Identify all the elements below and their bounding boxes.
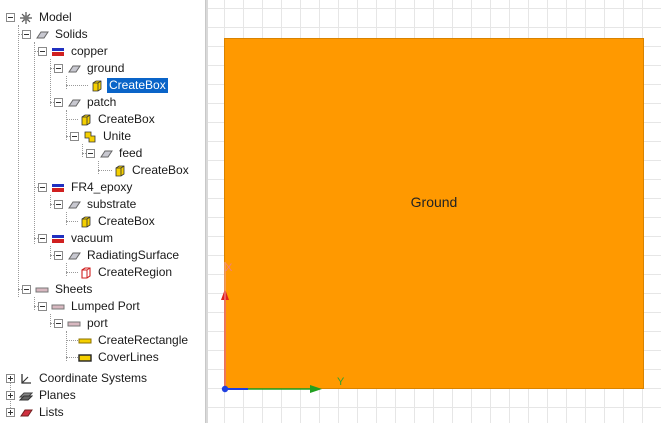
collapse-toggle[interactable] [86, 149, 95, 158]
tree-node-fr4-epoxy[interactable]: FR4_epoxy [38, 179, 134, 196]
expand-toggle[interactable] [6, 408, 15, 417]
tree-node-unite[interactable]: Unite [70, 128, 133, 145]
collapse-toggle[interactable] [54, 98, 63, 107]
coordinate-system-icon [19, 372, 33, 386]
tree-node-patch-createbox[interactable]: CreateBox [78, 111, 157, 128]
tree-node-create-rectangle[interactable]: CreateRectangle [78, 332, 190, 349]
coordinate-axes [221, 262, 322, 393]
sheet-icon [51, 300, 65, 314]
planes-icon [19, 389, 33, 403]
tree-node-planes[interactable]: Planes [6, 387, 78, 404]
solid-object-icon [67, 62, 81, 76]
solid-group-icon [35, 28, 49, 42]
tree-node-feed[interactable]: feed [86, 145, 144, 162]
solid-object-icon [99, 147, 113, 161]
tree-node-model[interactable]: Model [6, 9, 74, 26]
project-tree: Model Solids copper ground CreateBox [0, 0, 204, 423]
solid-object-icon [67, 96, 81, 110]
ground-label: Ground [410, 194, 458, 210]
tree-node-ground-createbox[interactable]: CreateBox [89, 77, 168, 94]
collapse-toggle[interactable] [38, 183, 47, 192]
tree-label: RadiatingSurface [87, 248, 180, 262]
tree-node-coordinate-systems[interactable]: Coordinate Systems [6, 370, 149, 387]
cover-lines-icon [78, 351, 92, 365]
splitter[interactable] [205, 0, 208, 423]
tree-label: copper [71, 44, 108, 58]
tree-label: Model [39, 10, 72, 24]
expand-toggle[interactable] [6, 374, 15, 383]
tree-label: substrate [87, 197, 137, 211]
sheet-icon [35, 283, 49, 297]
tree-node-cover-lines[interactable]: CoverLines [78, 349, 161, 366]
tree-label: CreateBox [107, 78, 168, 93]
tree-node-lists[interactable]: Lists [6, 404, 66, 421]
collapse-toggle[interactable] [54, 251, 63, 260]
tree-label: patch [87, 95, 117, 109]
tree-node-ground[interactable]: ground [54, 60, 126, 77]
y-axis-label: Y [337, 376, 345, 388]
ground-object[interactable]: Ground [224, 38, 644, 389]
expand-toggle[interactable] [6, 391, 15, 400]
tree-node-sheets[interactable]: Sheets [22, 281, 94, 298]
collapse-toggle[interactable] [38, 234, 47, 243]
tree-label: Lumped Port [71, 299, 140, 313]
material-icon [51, 181, 65, 195]
tree-label: Unite [103, 129, 132, 143]
tree-label: Coordinate Systems [39, 371, 148, 385]
createbox-icon [112, 164, 126, 178]
collapse-toggle[interactable] [70, 132, 79, 141]
tree-node-substrate-createbox[interactable]: CreateBox [78, 213, 157, 230]
tree-label: CreateRegion [98, 265, 173, 279]
tree-label: Lists [39, 405, 64, 419]
createbox-icon [78, 215, 92, 229]
tree-label: ground [87, 61, 125, 75]
createbox-icon [78, 113, 92, 127]
tree-label: port [87, 316, 108, 330]
solid-object-icon [67, 249, 81, 263]
tree-label: Solids [55, 27, 88, 41]
collapse-toggle[interactable] [54, 200, 63, 209]
tree-node-port[interactable]: port [54, 315, 110, 332]
tree-node-solids[interactable]: Solids [22, 26, 90, 43]
modeler-viewport[interactable]: Ground X Y [208, 0, 661, 423]
collapse-toggle[interactable] [54, 319, 63, 328]
unite-icon [83, 130, 97, 144]
tree-node-patch[interactable]: patch [54, 94, 118, 111]
model-icon [19, 11, 33, 25]
tree-node-feed-createbox[interactable]: CreateBox [112, 162, 191, 179]
material-icon [51, 45, 65, 59]
collapse-toggle[interactable] [6, 13, 15, 22]
collapse-toggle[interactable] [22, 30, 31, 39]
sheet-icon [67, 317, 81, 331]
collapse-toggle[interactable] [38, 302, 47, 311]
tree-label: feed [119, 146, 143, 160]
tree-label: Planes [39, 388, 76, 402]
tree-label: vacuum [71, 231, 114, 245]
x-axis-label: X [225, 262, 233, 274]
tree-node-copper[interactable]: copper [38, 43, 110, 60]
collapse-toggle[interactable] [38, 47, 47, 56]
tree-node-vacuum[interactable]: vacuum [38, 230, 115, 247]
tree-label: CreateBox [98, 112, 155, 126]
tree-label: FR4_epoxy [71, 180, 133, 194]
tree-label: CreateBox [132, 163, 189, 177]
createbox-icon [89, 79, 103, 93]
create-region-icon [78, 266, 92, 280]
material-icon [51, 232, 65, 246]
tree-node-substrate[interactable]: substrate [54, 196, 138, 213]
tree-node-create-region[interactable]: CreateRegion [78, 264, 174, 281]
tree-label: Sheets [55, 282, 93, 296]
tree-label: CreateRectangle [98, 333, 189, 347]
tree-node-lumped-port[interactable]: Lumped Port [38, 298, 142, 315]
tree-node-radiating-surface[interactable]: RadiatingSurface [54, 247, 181, 264]
tree-label: CreateBox [98, 214, 155, 228]
collapse-toggle[interactable] [54, 64, 63, 73]
create-rectangle-icon [78, 334, 92, 348]
solid-object-icon [67, 198, 81, 212]
lists-icon [19, 406, 33, 420]
collapse-toggle[interactable] [22, 285, 31, 294]
tree-label: CoverLines [98, 350, 159, 364]
